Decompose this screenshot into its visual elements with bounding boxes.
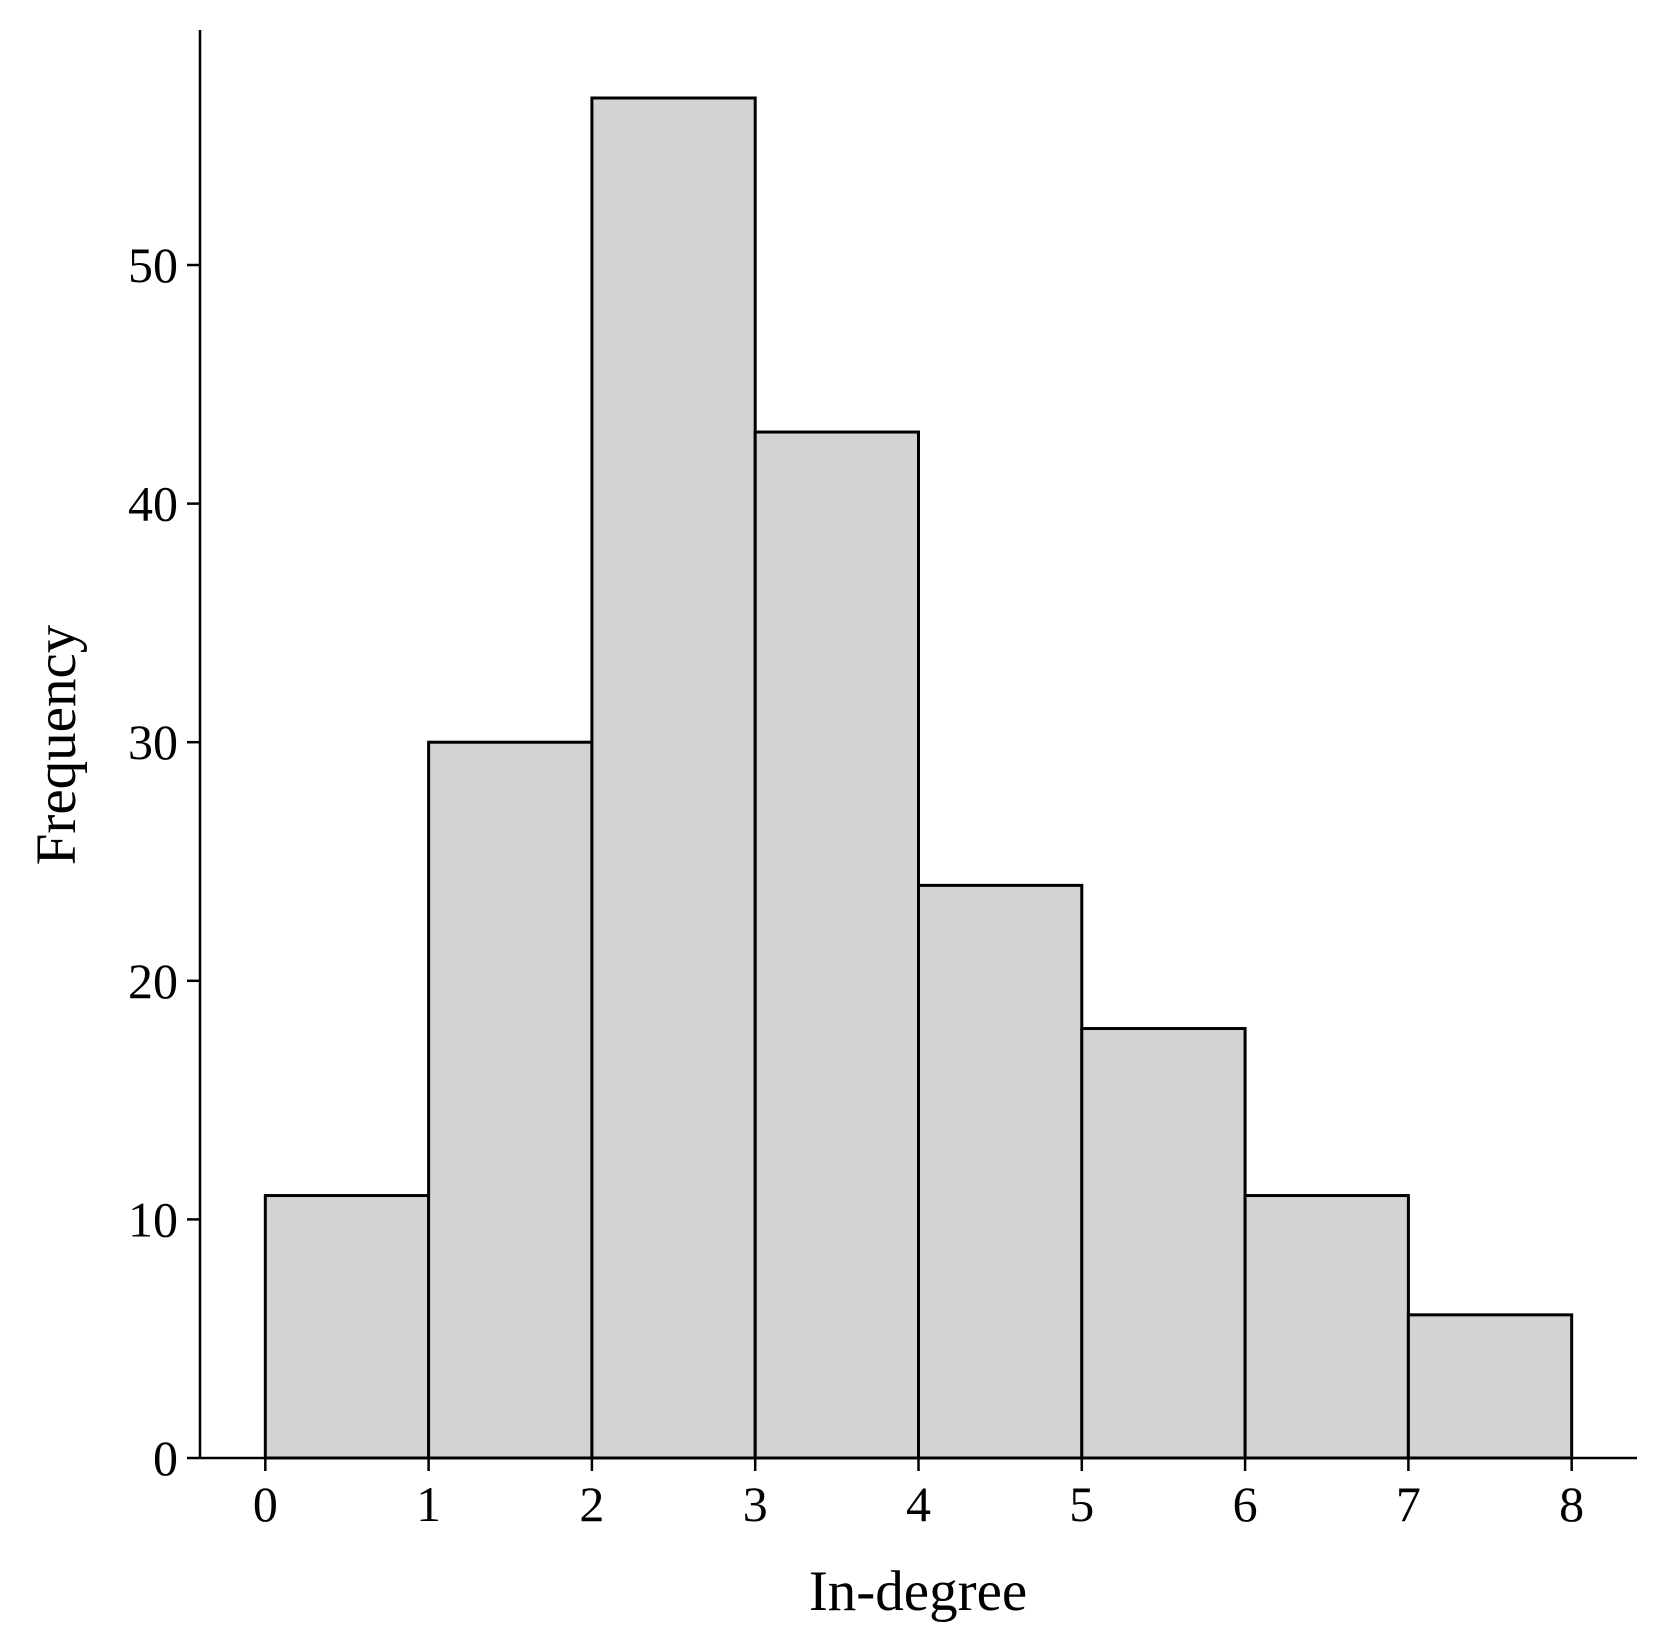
y-tick-label: 0 <box>153 1430 178 1486</box>
bar <box>1080 1027 1247 1460</box>
y-tick-label: 30 <box>128 714 178 770</box>
bar <box>263 1194 431 1460</box>
x-tick-label: 1 <box>416 1476 441 1532</box>
bar <box>917 883 1084 1460</box>
x-tick-label: 5 <box>1069 1476 1094 1532</box>
y-tick-label: 50 <box>128 237 178 293</box>
bar <box>1243 1194 1410 1460</box>
y-axis-label: Frequency <box>25 624 88 865</box>
y-tick-label: 20 <box>128 953 178 1009</box>
bar <box>1406 1313 1574 1460</box>
x-tick-label: 6 <box>1233 1476 1258 1532</box>
x-tick-label: 4 <box>906 1476 931 1532</box>
y-tick-label: 10 <box>128 1191 178 1247</box>
x-tick-label: 7 <box>1396 1476 1421 1532</box>
x-tick-label: 2 <box>579 1476 604 1532</box>
bar <box>753 430 920 1460</box>
x-tick-label: 0 <box>253 1476 278 1532</box>
x-tick-label: 3 <box>743 1476 768 1532</box>
x-tick-label: 8 <box>1559 1476 1584 1532</box>
y-tick-label: 40 <box>128 476 178 532</box>
bar <box>590 96 757 1460</box>
bar <box>427 740 594 1460</box>
x-axis-label: In-degree <box>809 1560 1027 1623</box>
